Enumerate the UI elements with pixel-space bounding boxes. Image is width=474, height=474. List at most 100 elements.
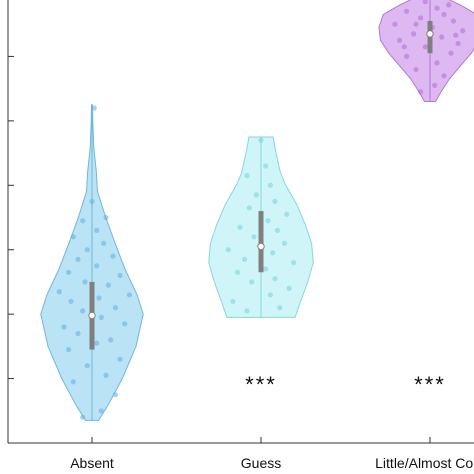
data-point: [94, 340, 100, 346]
data-point: [418, 89, 424, 95]
data-point: [244, 308, 250, 314]
violin-group-1: [40, 104, 144, 421]
data-point: [413, 21, 419, 27]
data-point: [441, 11, 447, 18]
data-point: [89, 198, 95, 204]
data-point: [270, 250, 276, 256]
data-point: [404, 53, 410, 60]
data-point: [117, 272, 123, 279]
data-point: [98, 408, 104, 414]
data-point: [94, 227, 100, 233]
data-point: [101, 240, 107, 246]
data-point: [84, 247, 90, 253]
data-point: [244, 173, 250, 179]
data-point: [249, 279, 255, 285]
data-point: [441, 73, 447, 79]
data-point: [251, 234, 257, 240]
data-point: [411, 31, 417, 37]
data-point: [70, 234, 76, 240]
data-point: [263, 266, 269, 272]
data-point: [404, 8, 410, 14]
x-tick-label: Absent: [70, 455, 114, 471]
x-tick-label: Guess: [241, 455, 281, 471]
data-point: [267, 292, 273, 298]
data-point: [61, 324, 67, 330]
significance-label: ***: [245, 372, 277, 397]
data-point: [96, 295, 102, 301]
significance-label: ***: [414, 372, 446, 397]
data-point: [82, 279, 88, 285]
data-point: [450, 18, 456, 24]
data-point: [448, 50, 454, 56]
data-point: [66, 269, 72, 275]
data-point: [434, 60, 440, 66]
data-point: [422, 0, 428, 5]
data-point: [80, 308, 86, 314]
data-point: [455, 40, 461, 47]
data-point: [460, 28, 466, 34]
data-point: [237, 224, 243, 230]
violin-body: [378, 0, 474, 102]
data-point: [94, 263, 100, 269]
data-point: [56, 289, 62, 295]
data-point: [439, 34, 445, 40]
data-point: [235, 269, 241, 275]
data-point: [434, 5, 440, 11]
data-point: [284, 211, 290, 217]
data-point: [68, 298, 74, 304]
x-tick-label: Little/Almost Conf: [375, 455, 474, 471]
violin-group-3: [378, 0, 474, 102]
data-point: [286, 285, 292, 291]
data-point: [75, 256, 81, 262]
data-point: [225, 247, 231, 253]
data-point: [66, 347, 72, 353]
data-point: [112, 305, 118, 311]
violin-group-2: [208, 136, 314, 318]
data-point: [413, 66, 419, 72]
data-point: [272, 198, 278, 204]
data-point: [242, 256, 248, 262]
data-point: [422, 44, 428, 50]
data-point: [98, 314, 104, 320]
data-point: [126, 292, 132, 298]
data-point: [105, 282, 111, 288]
data-point: [103, 372, 109, 378]
data-point: [272, 276, 278, 282]
labels-layer: Absent Guess Little/Almost Conf *** ***: [70, 372, 474, 471]
median-marker: [88, 311, 96, 320]
violins-layer: [40, 0, 474, 421]
data-point: [277, 305, 283, 311]
data-point: [267, 182, 273, 188]
data-point: [103, 214, 109, 221]
median-marker: [257, 242, 265, 251]
data-point: [112, 392, 118, 398]
data-point: [446, 2, 452, 8]
data-point: [80, 218, 86, 224]
data-point: [401, 44, 407, 50]
data-point: [418, 15, 424, 21]
data-point: [110, 253, 116, 259]
data-point: [274, 227, 280, 233]
data-point: [91, 105, 97, 111]
data-point: [291, 260, 297, 266]
data-point: [246, 205, 252, 211]
data-point: [392, 21, 398, 27]
data-point: [70, 379, 76, 385]
median-marker: [426, 30, 434, 38]
data-point: [253, 192, 259, 198]
data-point: [397, 37, 403, 43]
data-point: [281, 240, 287, 246]
data-point: [265, 218, 271, 224]
data-point: [75, 330, 81, 337]
iqr-box: [258, 211, 264, 273]
axes-layer: [7, 0, 474, 444]
data-point: [453, 32, 459, 38]
data-point: [80, 414, 86, 420]
data-point: [122, 321, 128, 327]
data-point: [258, 137, 264, 143]
data-point: [117, 356, 123, 362]
data-point: [230, 298, 236, 304]
data-point: [84, 363, 90, 369]
data-point: [432, 82, 438, 88]
